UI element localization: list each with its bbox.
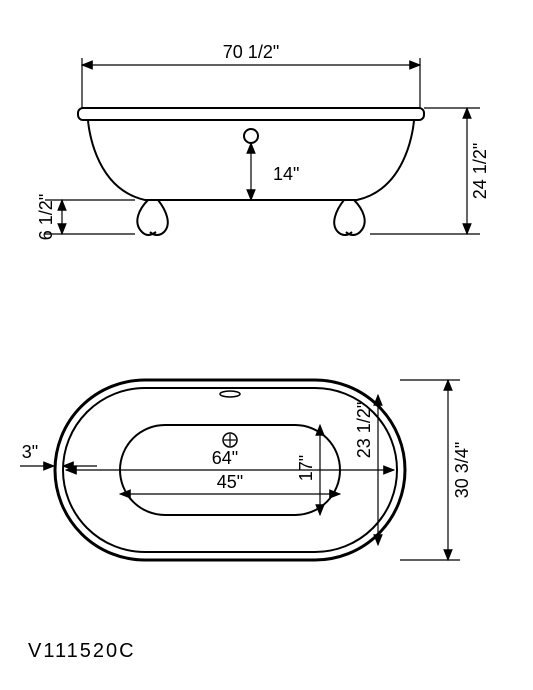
dim-drain-to-rim: 14"	[273, 164, 299, 184]
dim-overall-height: 24 1/2"	[470, 143, 490, 199]
dim-foot-height: 6 1/2"	[36, 194, 56, 240]
right-foot	[334, 200, 364, 235]
top-view: 3" 64" 45" 17" 23 1/2" 30 3/4"	[20, 380, 472, 560]
part-number: V111520C	[28, 640, 136, 663]
dim-outer-width: 64"	[212, 448, 238, 468]
left-foot	[137, 200, 167, 235]
dim-outer-height: 30 3/4"	[452, 442, 472, 498]
dim-overall-width: 70 1/2"	[223, 42, 279, 62]
technical-drawing: 70 1/2" 14" 6 1/2" 24 1/2"	[0, 0, 533, 690]
dim-rim-offset: 3"	[22, 442, 38, 462]
dim-inner-height: 17"	[296, 455, 316, 481]
dim-inner-width: 45"	[217, 472, 243, 492]
side-view: 70 1/2" 14" 6 1/2" 24 1/2"	[36, 42, 490, 240]
dim-mid-height: 23 1/2"	[354, 402, 374, 458]
